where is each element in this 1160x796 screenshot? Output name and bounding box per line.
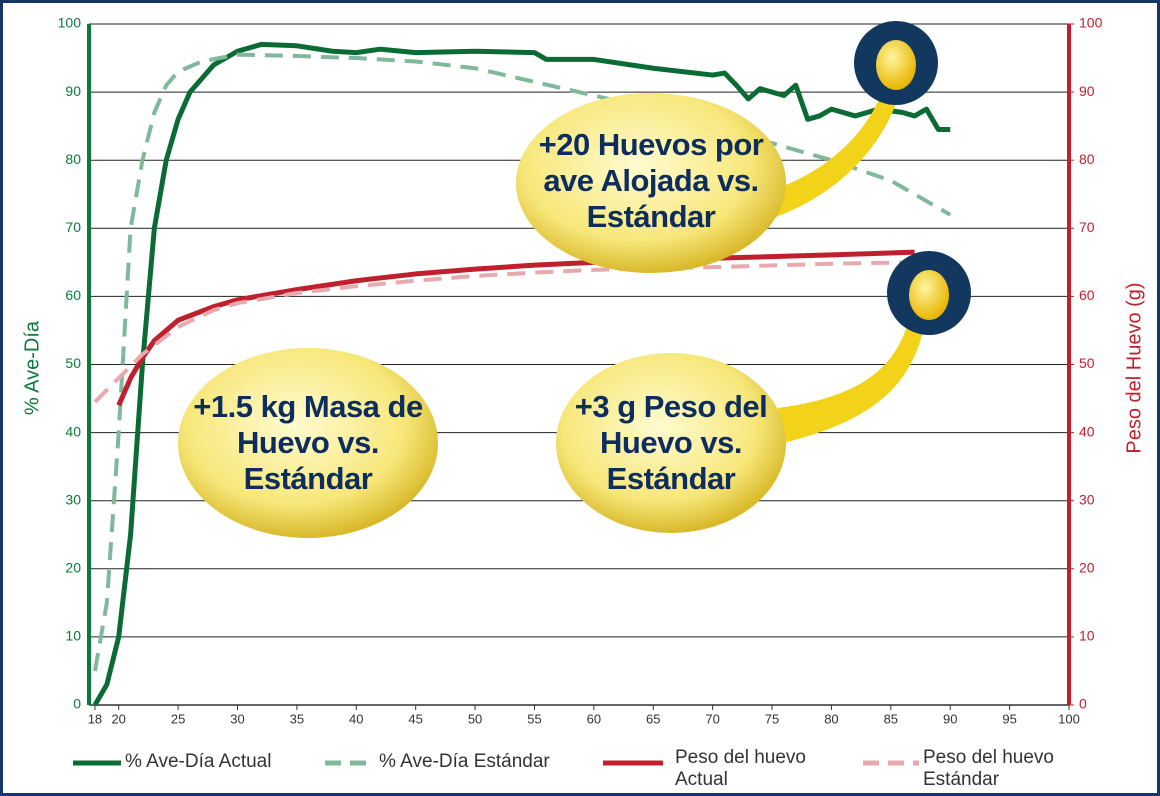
bubble <box>516 93 786 273</box>
x-tick-label: 30 <box>230 711 244 726</box>
y2-tick-label: 20 <box>1079 560 1095 576</box>
y-tick-label: 0 <box>73 696 81 712</box>
legend-label: % Ave-Día Actual <box>125 751 272 772</box>
x-tick-label: 60 <box>587 711 601 726</box>
legend-swatch <box>325 760 375 766</box>
legend-label: Peso del huevo Estándar <box>923 747 1054 790</box>
y-tick-label: 20 <box>65 560 81 576</box>
y2-tick-label: 100 <box>1079 15 1103 31</box>
y2-tick-label: 0 <box>1079 696 1087 712</box>
y2-tick-label: 50 <box>1079 355 1095 371</box>
y-tick-label: 30 <box>65 491 81 507</box>
y2-tick-label: 60 <box>1079 287 1095 303</box>
x-tick-label: 45 <box>408 711 422 726</box>
egg <box>876 40 916 90</box>
y2-tick-label: 80 <box>1079 151 1095 167</box>
y2-tick-label: 40 <box>1079 423 1095 439</box>
y-tick-label: 10 <box>65 628 81 644</box>
x-tick-label: 18 <box>88 711 102 726</box>
y2-tick-label: 10 <box>1079 628 1095 644</box>
x-tick-label: 85 <box>884 711 898 726</box>
series-line <box>92 41 951 707</box>
y-tick-label: 40 <box>65 423 81 439</box>
x-tick-label: 25 <box>171 711 185 726</box>
x-tick-label: 50 <box>468 711 482 726</box>
chart: 0102030405060708090100010203040506070809… <box>21 15 1145 727</box>
x-tick-label: 20 <box>111 711 125 726</box>
series-line <box>93 260 915 404</box>
legend-label: % Ave-Día Estándar <box>379 751 550 772</box>
annotation: +1.5 kg Masa de Huevo vs. Estándar <box>193 389 423 496</box>
y-axis-label: % Ave-Día <box>21 320 43 415</box>
legend-label: Peso del huevo Actual <box>675 747 806 790</box>
y2-tick-label: 90 <box>1079 83 1095 99</box>
y2-tick-label: 30 <box>1079 491 1095 507</box>
x-tick-label: 55 <box>527 711 541 726</box>
x-tick-label: 65 <box>646 711 660 726</box>
y-tick-label: 90 <box>65 83 81 99</box>
x-tick-label: 90 <box>943 711 957 726</box>
x-tick-label: 95 <box>1002 711 1016 726</box>
y-tick-label: 60 <box>65 287 81 303</box>
bubble <box>556 353 786 533</box>
y-tick-label: 80 <box>65 151 81 167</box>
y-tick-label: 70 <box>65 219 81 235</box>
x-tick-label: 40 <box>349 711 363 726</box>
x-tick-label: 80 <box>824 711 838 726</box>
legend-swatch <box>603 760 663 766</box>
x-tick-label: 70 <box>705 711 719 726</box>
y2-tick-label: 70 <box>1079 219 1095 235</box>
bubble-tail <box>763 88 898 218</box>
bubble-tail <box>778 323 923 443</box>
annotation: +20 Huevos por ave Alojada vs. Estándar <box>538 127 764 234</box>
annotation: +3 g Peso del Huevo vs. Estándar <box>574 389 768 496</box>
x-tick-label: 100 <box>1058 711 1080 726</box>
y-tick-label: 50 <box>65 355 81 371</box>
egg <box>909 270 949 320</box>
legend-swatch <box>863 760 919 766</box>
x-tick-label: 35 <box>290 711 304 726</box>
y-tick-label: 100 <box>58 15 82 31</box>
x-tick-label: 75 <box>765 711 779 726</box>
bubble <box>178 348 438 538</box>
series-line <box>92 52 952 672</box>
legend-swatch <box>73 760 121 766</box>
y2-axis-label: Peso del Huevo (g) <box>1123 282 1145 453</box>
